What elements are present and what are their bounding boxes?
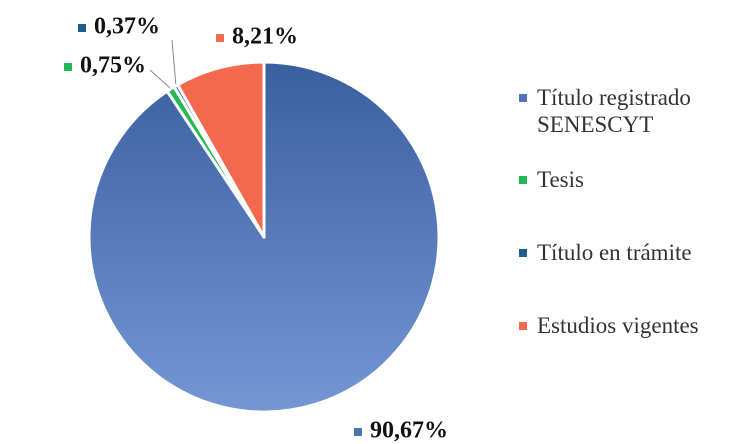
label-marker bbox=[78, 24, 86, 32]
legend-label: Tesis bbox=[537, 167, 584, 192]
legend-label: Estudios vigentes bbox=[537, 313, 699, 338]
data-label: 8,21% bbox=[232, 24, 298, 50]
legend-label: Título en trámite bbox=[537, 240, 692, 265]
legend-item: Estudios vigentes bbox=[515, 312, 730, 339]
legend-swatch bbox=[519, 176, 527, 184]
label-marker bbox=[216, 34, 224, 42]
legend-swatch bbox=[519, 249, 527, 257]
leader-line bbox=[171, 39, 177, 87]
label-marker bbox=[354, 428, 362, 436]
legend-label: Título registrado SENESCYT bbox=[537, 85, 691, 137]
data-label: 90,67% bbox=[370, 418, 448, 444]
leader-line bbox=[149, 69, 171, 89]
legend-item: Título registrado SENESCYT bbox=[515, 84, 730, 138]
legend: Título registrado SENESCYT Tesis Título en… bbox=[515, 84, 730, 339]
data-label: 0,37% bbox=[94, 14, 160, 40]
legend-swatch bbox=[519, 94, 527, 102]
label-marker bbox=[64, 63, 72, 71]
data-label: 0,75% bbox=[80, 53, 146, 79]
chart: 90,67% 0,75% 0,37% 8,21% bbox=[64, 14, 448, 444]
legend-item: Título en trámite bbox=[515, 239, 730, 266]
pie-slice bbox=[176, 60, 266, 239]
legend-swatch bbox=[519, 322, 527, 330]
legend-item: Tesis bbox=[515, 166, 730, 193]
